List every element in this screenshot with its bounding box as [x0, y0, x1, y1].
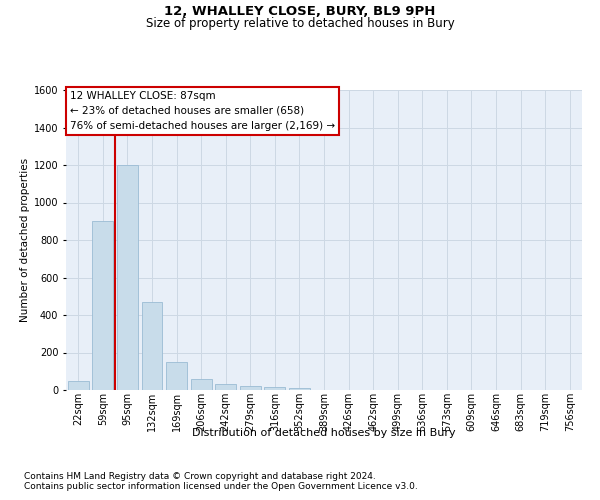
Bar	[289, 388, 310, 390]
Bar	[191, 379, 212, 390]
Bar	[117, 165, 138, 390]
Text: 12, WHALLEY CLOSE, BURY, BL9 9PH: 12, WHALLEY CLOSE, BURY, BL9 9PH	[164, 5, 436, 18]
Bar	[265, 387, 286, 390]
Bar	[92, 221, 113, 390]
Text: Contains HM Land Registry data © Crown copyright and database right 2024.: Contains HM Land Registry data © Crown c…	[24, 472, 376, 481]
Bar	[166, 362, 187, 390]
Y-axis label: Number of detached properties: Number of detached properties	[20, 158, 29, 322]
Text: Distribution of detached houses by size in Bury: Distribution of detached houses by size …	[192, 428, 456, 438]
Bar	[142, 302, 163, 390]
Bar	[68, 380, 89, 390]
Bar	[240, 386, 261, 390]
Text: Size of property relative to detached houses in Bury: Size of property relative to detached ho…	[146, 18, 454, 30]
Text: 12 WHALLEY CLOSE: 87sqm
← 23% of detached houses are smaller (658)
76% of semi-d: 12 WHALLEY CLOSE: 87sqm ← 23% of detache…	[70, 91, 335, 130]
Bar	[215, 384, 236, 390]
Text: Contains public sector information licensed under the Open Government Licence v3: Contains public sector information licen…	[24, 482, 418, 491]
